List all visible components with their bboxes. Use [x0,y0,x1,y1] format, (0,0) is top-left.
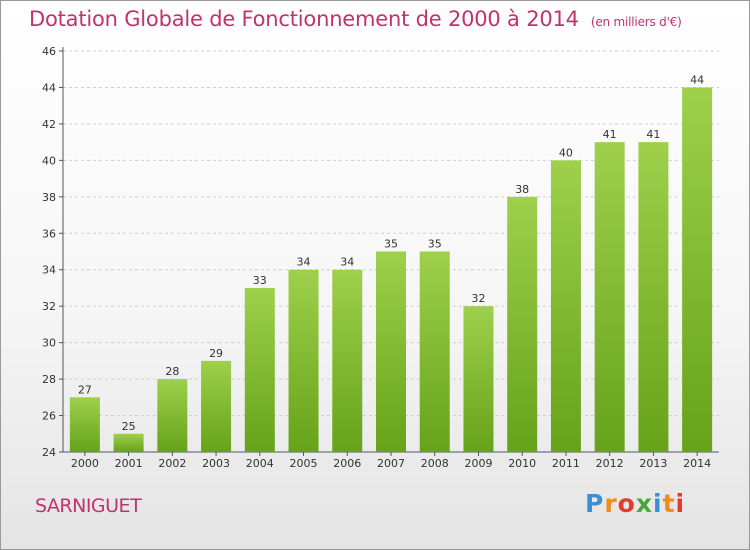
commune-name: SARNIGUET [35,495,142,517]
y-tick-label: 46 [42,45,56,58]
x-tick-label: 2011 [552,457,580,470]
x-tick-label: 2008 [421,457,449,470]
bar [507,196,538,452]
y-tick-label: 28 [42,373,56,386]
x-tick-label: 2005 [290,457,318,470]
logo-letter: i [675,489,686,518]
x-tick-label: 2002 [158,457,186,470]
x-tick-label: 2012 [596,457,624,470]
data-label: 41 [646,128,660,141]
y-tick-label: 40 [42,154,56,167]
bar [288,269,319,452]
x-tick-label: 2007 [377,457,405,470]
bar [113,433,144,452]
proxiti-logo: Proxiti [585,489,685,518]
y-tick-label: 38 [42,191,56,204]
logo-letter: r [604,489,618,518]
y-tick-label: 26 [42,410,56,423]
data-label: 35 [428,238,442,251]
bar [419,251,450,452]
data-label: 29 [209,347,223,360]
x-tick-label: 2013 [639,457,667,470]
data-label: 44 [690,73,704,86]
bar [201,360,232,452]
data-label: 38 [515,183,529,196]
data-label: 28 [165,365,179,378]
data-label: 25 [122,420,136,433]
data-label: 41 [603,128,617,141]
bar [244,287,275,452]
y-tick-label: 44 [42,81,56,94]
x-tick-label: 2009 [464,457,492,470]
x-tick-label: 2010 [508,457,536,470]
x-tick-label: 2014 [683,457,711,470]
y-tick-label: 30 [42,337,56,350]
bar [69,397,100,452]
data-label: 27 [78,383,92,396]
x-tick-label: 2004 [246,457,274,470]
y-tick-label: 32 [42,300,56,313]
chart-title: Dotation Globale de Fonctionnement de 20… [29,7,682,31]
logo-letter: t [662,489,676,518]
bar [463,306,494,452]
bar [550,160,581,452]
y-tick-label: 36 [42,227,56,240]
data-label: 32 [471,292,485,305]
data-label: 34 [340,256,354,269]
data-label: 40 [559,146,573,159]
y-tick-label: 42 [42,118,56,131]
x-tick-label: 2001 [115,457,143,470]
data-label: 34 [297,256,311,269]
logo-letter: P [585,489,605,518]
y-tick-label: 34 [42,264,56,277]
logo-letter: i [653,489,663,518]
x-tick-label: 2006 [333,457,361,470]
bar [332,269,363,452]
data-label: 35 [384,238,398,251]
bar [157,379,188,452]
data-label: 33 [253,274,267,287]
bar [376,251,406,452]
x-tick-label: 2000 [71,457,99,470]
bar [682,87,713,453]
logo-letter: x [635,489,653,518]
chart-title-text: Dotation Globale de Fonctionnement de 20… [29,7,579,31]
x-tick-label: 2003 [202,457,230,470]
logo-letter: o [617,489,636,518]
y-tick-label: 24 [42,446,56,459]
chart-unit: (en milliers d'€) [590,15,682,29]
bar [594,142,625,453]
bar [638,142,669,453]
